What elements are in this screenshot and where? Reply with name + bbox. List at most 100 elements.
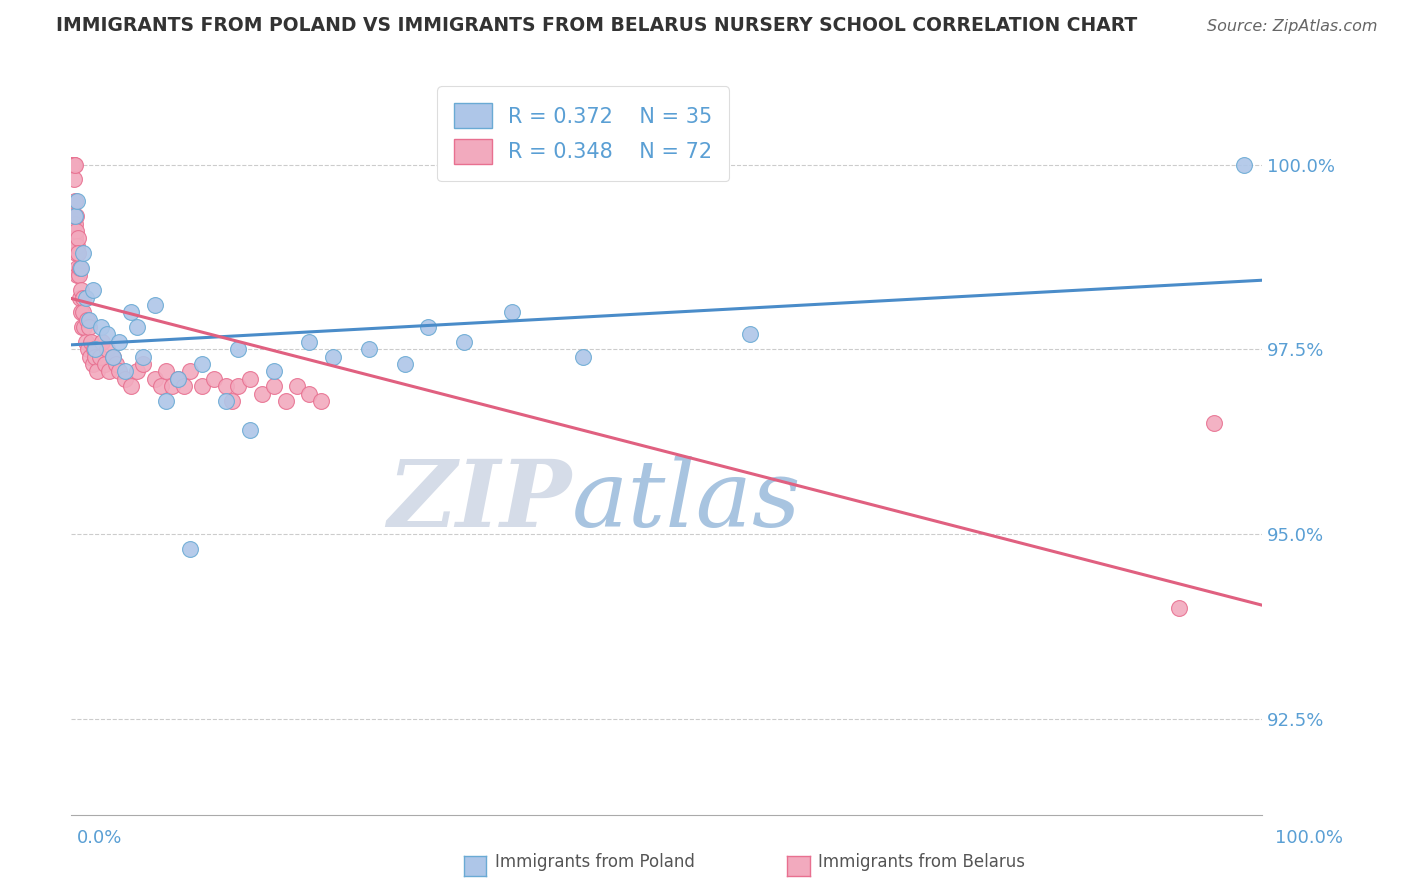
Point bbox=[149, 379, 172, 393]
Point bbox=[143, 298, 166, 312]
Point bbox=[70, 305, 93, 319]
Point bbox=[101, 350, 124, 364]
Point bbox=[65, 246, 87, 260]
Point bbox=[114, 372, 136, 386]
Point bbox=[75, 291, 97, 305]
Point bbox=[501, 305, 523, 319]
Text: 0.0%: 0.0% bbox=[77, 829, 122, 847]
Point bbox=[738, 327, 761, 342]
Point bbox=[73, 320, 96, 334]
Point bbox=[67, 268, 90, 283]
Point bbox=[84, 342, 107, 356]
Point bbox=[125, 364, 148, 378]
Point bbox=[93, 357, 115, 371]
Point bbox=[69, 283, 91, 297]
Point bbox=[60, 157, 83, 171]
Point bbox=[72, 305, 94, 319]
Point bbox=[96, 342, 118, 356]
Point bbox=[120, 379, 142, 393]
Text: ZIP: ZIP bbox=[387, 456, 571, 546]
Point bbox=[191, 357, 214, 371]
Point bbox=[89, 350, 111, 364]
Text: IMMIGRANTS FROM POLAND VS IMMIGRANTS FROM BELARUS NURSERY SCHOOL CORRELATION CHA: IMMIGRANTS FROM POLAND VS IMMIGRANTS FRO… bbox=[56, 16, 1137, 35]
Point bbox=[84, 350, 107, 364]
Point bbox=[108, 364, 131, 378]
Point bbox=[69, 291, 91, 305]
Point bbox=[418, 320, 440, 334]
Point bbox=[167, 372, 190, 386]
Point bbox=[239, 424, 262, 438]
Point bbox=[221, 393, 243, 408]
Point bbox=[167, 372, 190, 386]
Point bbox=[75, 334, 97, 349]
Point bbox=[66, 268, 89, 283]
Point bbox=[96, 327, 118, 342]
Point bbox=[215, 393, 238, 408]
Point bbox=[82, 283, 104, 297]
Point bbox=[226, 342, 249, 356]
Point bbox=[215, 379, 238, 393]
Point bbox=[101, 350, 124, 364]
Text: 100.0%: 100.0% bbox=[1275, 829, 1343, 847]
Point bbox=[62, 157, 84, 171]
Point bbox=[274, 393, 297, 408]
Legend: R = 0.372    N = 35, R = 0.348    N = 72: R = 0.372 N = 35, R = 0.348 N = 72 bbox=[437, 87, 730, 181]
Point bbox=[173, 379, 195, 393]
Point bbox=[65, 224, 87, 238]
Point bbox=[63, 157, 86, 171]
Point bbox=[65, 231, 87, 245]
Point bbox=[79, 350, 101, 364]
Point bbox=[298, 386, 321, 401]
Point bbox=[72, 291, 94, 305]
Point bbox=[80, 334, 103, 349]
Point bbox=[155, 393, 177, 408]
Point bbox=[62, 157, 84, 171]
Point bbox=[83, 342, 105, 356]
Point bbox=[287, 379, 309, 393]
Point bbox=[572, 350, 595, 364]
Point bbox=[77, 320, 100, 334]
Point bbox=[91, 334, 114, 349]
Point bbox=[191, 379, 214, 393]
Point bbox=[114, 364, 136, 378]
Point bbox=[1233, 157, 1256, 171]
Text: Immigrants from Poland: Immigrants from Poland bbox=[495, 853, 695, 871]
Point bbox=[1167, 600, 1189, 615]
Point bbox=[239, 372, 262, 386]
Point bbox=[77, 342, 100, 356]
Point bbox=[120, 305, 142, 319]
Point bbox=[263, 379, 285, 393]
Point bbox=[202, 372, 225, 386]
Point bbox=[98, 364, 121, 378]
Text: Immigrants from Belarus: Immigrants from Belarus bbox=[818, 853, 1025, 871]
Point bbox=[453, 334, 475, 349]
Point bbox=[90, 320, 112, 334]
Point bbox=[1204, 416, 1226, 430]
Point bbox=[226, 379, 249, 393]
Point bbox=[62, 157, 84, 171]
Point bbox=[66, 194, 89, 209]
Point bbox=[63, 194, 86, 209]
Point bbox=[62, 157, 84, 171]
Point bbox=[70, 320, 93, 334]
Point bbox=[263, 364, 285, 378]
Point bbox=[143, 372, 166, 386]
Point bbox=[394, 357, 416, 371]
Point bbox=[131, 350, 153, 364]
Point bbox=[65, 260, 87, 275]
Point bbox=[69, 260, 91, 275]
Point bbox=[179, 541, 201, 556]
Point bbox=[66, 239, 89, 253]
Text: atlas: atlas bbox=[571, 456, 801, 546]
Point bbox=[76, 312, 98, 326]
Point bbox=[63, 157, 86, 171]
Point bbox=[62, 157, 84, 171]
Point bbox=[72, 246, 94, 260]
Point bbox=[322, 350, 344, 364]
Point bbox=[250, 386, 273, 401]
Point bbox=[162, 379, 184, 393]
Point bbox=[63, 172, 86, 186]
Text: Source: ZipAtlas.com: Source: ZipAtlas.com bbox=[1208, 20, 1378, 34]
Point bbox=[63, 217, 86, 231]
Point bbox=[82, 357, 104, 371]
